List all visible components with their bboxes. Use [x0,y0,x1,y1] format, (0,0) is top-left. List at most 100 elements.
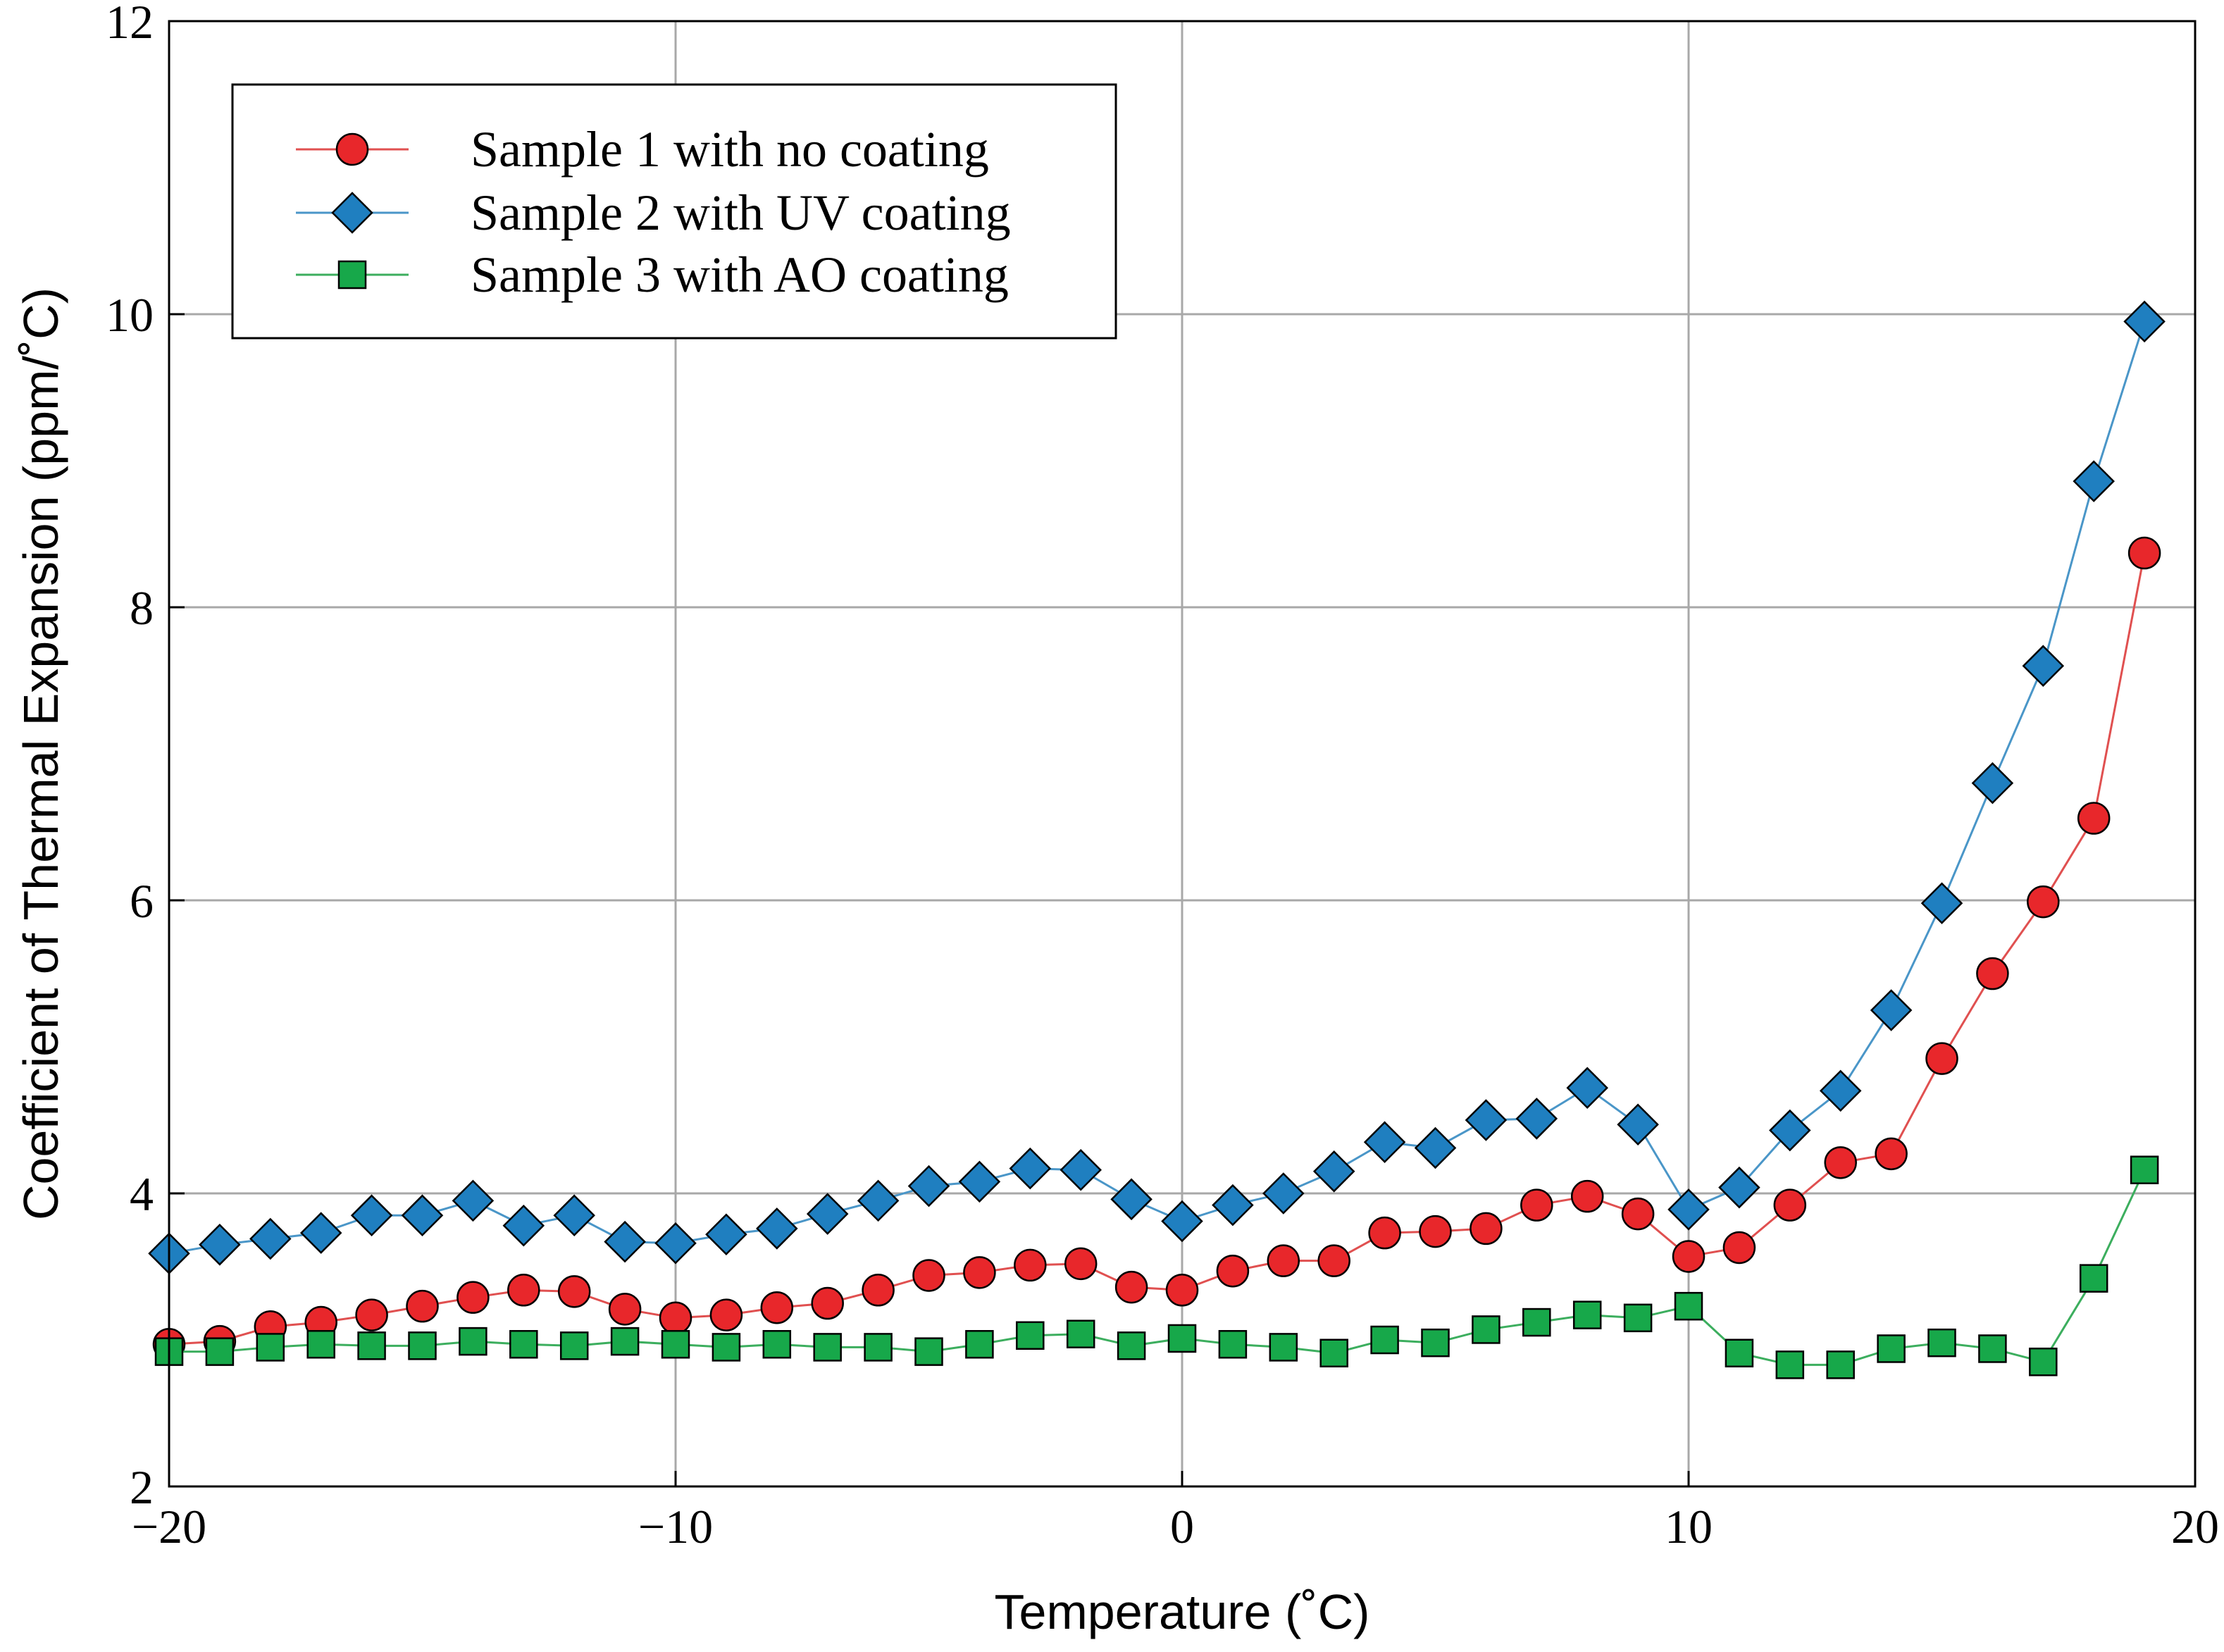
ticks: −20 −10 0 10 20 2 4 6 8 10 12 [106,0,2219,1553]
series-3-point [1117,1331,1146,1360]
series-2-point [806,1193,849,1235]
legend: Sample 1 with no coating Sample 2 with UV… [231,83,1117,340]
series-1-point [1317,1244,1350,1277]
series-2-point [604,1220,646,1263]
series-1-point [709,1298,743,1331]
series-1-point [1114,1270,1148,1304]
series-2-point [1819,1069,1862,1112]
series-3-point [1269,1333,1298,1362]
series-1-point [1824,1146,1857,1179]
series-2-point [1617,1103,1659,1146]
series-2-point [1718,1166,1760,1209]
y-tick-label: 12 [106,0,154,49]
series-1-line [168,552,2146,1346]
series-3-point [1016,1321,1045,1350]
series-3-point [1725,1339,1754,1367]
series-2-point [654,1222,697,1265]
series-layer [148,300,2166,1379]
series-3-point [1572,1300,1602,1329]
series-1-point [862,1274,895,1307]
series-2-point [553,1194,595,1236]
series-3-point [1927,1328,1956,1358]
series-3-point [1826,1350,1855,1379]
series-2-point [1971,762,2014,805]
series-3-point [459,1327,487,1356]
series-3-point [1218,1329,1248,1359]
series-3-point [408,1331,437,1360]
series-3-point [357,1331,386,1360]
series-1-point [456,1281,490,1314]
y-tick-label: 4 [130,1167,154,1221]
legend-box [231,83,1117,340]
series-2-point [199,1224,241,1266]
series-1-point [1216,1254,1250,1288]
series-1-point [355,1298,388,1331]
x-tick-label: 10 [1665,1500,1713,1553]
series-3-point [1421,1328,1450,1358]
series-2-point [958,1160,1001,1203]
series-3-point [1319,1339,1348,1367]
series-1-point [2027,885,2060,919]
series-2-point [1414,1126,1457,1169]
series-3-point [1066,1319,1095,1348]
y-tick-label: 10 [106,288,154,342]
series-3-point [813,1333,842,1362]
series-3-point [2130,1155,2159,1184]
series-3-point [610,1327,640,1356]
series-3 [154,1155,2159,1379]
legend-marker-2 [331,192,373,234]
series-1-point [557,1275,591,1308]
series-1-point [2077,802,2111,835]
series-2-point [2073,460,2115,502]
series-1-point [1875,1137,1908,1171]
x-tick-label: −20 [132,1500,206,1553]
series-3-point [1522,1308,1551,1337]
series-2-point [1009,1147,1052,1190]
series-3-point [965,1329,994,1359]
series-3-point [1775,1350,1805,1379]
series-2 [148,300,2166,1275]
series-1-point [1470,1212,1503,1246]
series-1-point [608,1293,642,1326]
series-2-point [1667,1188,1710,1231]
series-2-point [756,1207,798,1250]
series-3-point [914,1337,943,1366]
x-tick-label: −10 [638,1500,713,1553]
series-2-point [249,1217,292,1260]
series-2-point [2123,300,2166,343]
legend-label-3: Sample 3 with AO coating [471,247,1009,303]
series-2-point [502,1204,545,1247]
series-2-point [705,1213,747,1256]
series-2-point [350,1194,393,1236]
series-2-point [1110,1178,1153,1221]
series-1-point [1570,1179,1604,1213]
series-3-point [306,1329,335,1359]
series-2-point [452,1179,495,1222]
series-3-point [1472,1315,1501,1344]
series-1-point [1773,1188,1807,1222]
series-3-line [169,1169,2146,1366]
x-tick-label: 0 [1170,1500,1194,1553]
legend-marker-1 [335,132,369,166]
series-2-point [1161,1200,1203,1243]
series-2-point [857,1179,900,1222]
series-3-point [1370,1325,1399,1355]
series-2-point [1262,1172,1305,1215]
series-2-line [168,321,2146,1255]
series-2-point [1212,1184,1254,1226]
series-1-point [1267,1244,1300,1277]
series-3-point [2079,1264,2108,1293]
series-1-point [1976,957,2009,990]
series-1-point [406,1289,439,1323]
series-3-point [661,1329,690,1359]
x-axis-title: Temperature (˚C) [995,1584,1370,1639]
series-2-point [1769,1109,1811,1152]
series-1-point [1520,1188,1553,1222]
series-1-point [1014,1248,1047,1282]
series-3-point [1877,1334,1906,1363]
series-3-point [2029,1347,2058,1377]
series-3-point [762,1329,792,1359]
series-1-point [1925,1042,1958,1075]
series-1-point [912,1259,945,1292]
